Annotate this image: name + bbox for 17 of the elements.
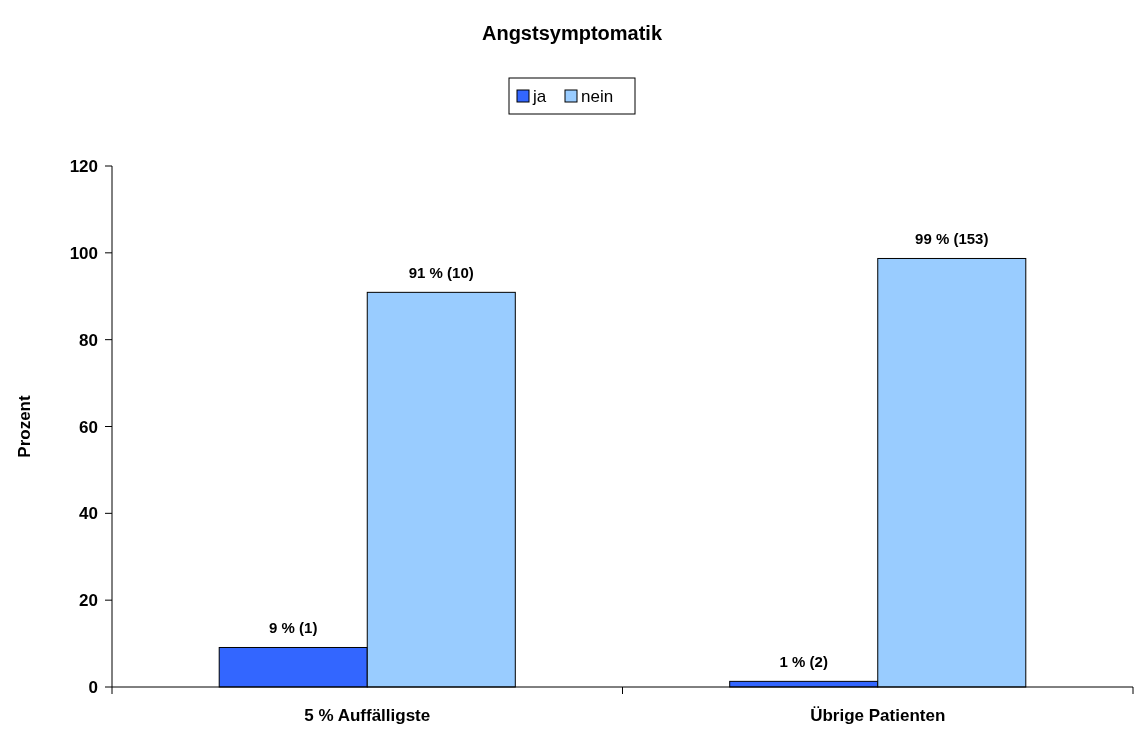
data-label: 91 % (10): [408, 264, 474, 282]
data-label: 1 % (2): [779, 653, 828, 671]
y-tick-label: 80: [79, 330, 98, 350]
legend-label: nein: [581, 87, 614, 106]
y-tick-label: 0: [88, 678, 98, 697]
x-tick-label: 5 % Auffälligste: [304, 706, 431, 725]
y-tick-label: 40: [79, 504, 98, 524]
y-tick-label: 120: [69, 157, 98, 176]
y-axis-title: Prozent: [15, 394, 34, 458]
legend-label: ja: [532, 87, 547, 106]
x-tick-label: Übrige Patienten: [810, 706, 946, 725]
data-label: 9 % (1): [269, 619, 318, 637]
chart-title: Angstsymptomatik: [481, 22, 663, 44]
y-tick-label: 100: [69, 243, 98, 263]
y-tick-label: 20: [79, 591, 98, 611]
data-label: 99 % (153): [915, 230, 989, 248]
y-tick-label: 60: [79, 417, 98, 437]
